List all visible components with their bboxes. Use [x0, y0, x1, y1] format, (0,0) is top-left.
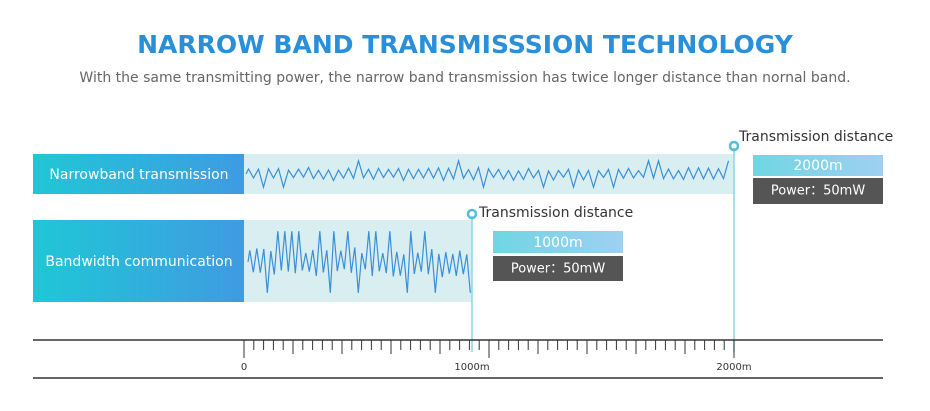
distance-box — [753, 155, 883, 176]
row-label: Narrowband transmission — [49, 167, 228, 183]
row-label-box — [33, 154, 244, 194]
marker-label: Transmission distance — [478, 205, 633, 221]
power: Power：50mW — [511, 262, 606, 277]
marker-pin — [466, 208, 478, 220]
axis-label: 2000m — [716, 362, 751, 373]
distance: 1000m — [533, 235, 582, 251]
wave-area — [244, 154, 734, 194]
title: NARROW BAND TRANSMISSSION TECHNOLOGY — [137, 30, 794, 59]
marker-label: Transmission distance — [738, 129, 893, 145]
power: Power：50mW — [771, 184, 866, 199]
subtitle: With the same transmitting power, the na… — [79, 70, 850, 86]
marker-pin — [728, 140, 740, 152]
power-box — [753, 178, 883, 204]
wave — [247, 231, 471, 293]
ruler — [243, 340, 735, 358]
wave — [245, 158, 730, 190]
distance-box — [493, 231, 623, 253]
row-label-box — [33, 220, 244, 302]
axis-label: 1000m — [454, 362, 489, 373]
axis-label: 0 — [241, 362, 247, 373]
row-label: Bandwidth communication — [45, 254, 232, 270]
distance: 2000m — [793, 158, 842, 174]
power-box — [493, 256, 623, 281]
